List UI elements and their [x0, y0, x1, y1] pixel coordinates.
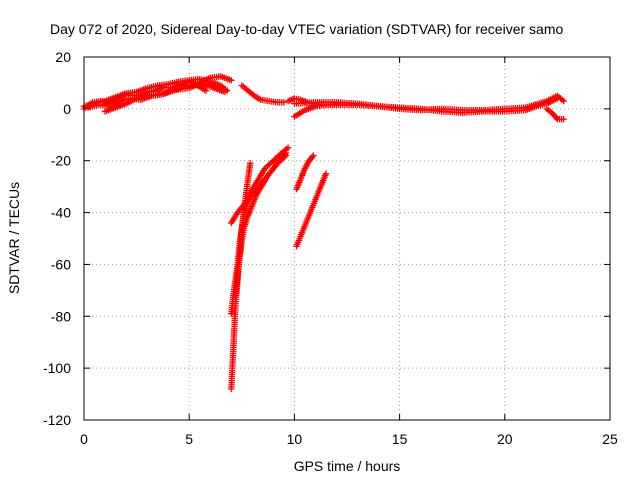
x-tick-label: 10 — [287, 431, 303, 447]
chart-title: Day 072 of 2020, Sidereal Day-to-day VTE… — [50, 21, 563, 37]
y-tick-label: -60 — [51, 256, 71, 272]
data-point — [553, 114, 560, 122]
tick-labels: 0 5 10 15 20 25 20 0 -20 -40 -60 -80 -100 -120 — [43, 49, 618, 447]
x-axis-title: GPS time / hours — [294, 458, 401, 474]
data-point — [310, 152, 317, 159]
data-point — [280, 99, 288, 106]
x-tick-label: 20 — [497, 431, 513, 447]
y-tick-label: 20 — [55, 49, 71, 65]
x-tick-label: 0 — [80, 431, 88, 447]
y-tick-label: -40 — [51, 205, 71, 221]
y-tick-label: 0 — [63, 101, 71, 117]
data-point — [560, 116, 567, 123]
x-tick-label: 15 — [392, 431, 408, 447]
data-point — [281, 151, 288, 158]
data-point — [247, 160, 254, 167]
data-point — [221, 88, 229, 96]
x-tick-label: 25 — [602, 431, 618, 447]
data-point — [322, 170, 330, 177]
data-points — [80, 73, 567, 393]
plot-frame — [83, 56, 611, 421]
y-tick-label: -80 — [51, 308, 71, 324]
data-point — [282, 149, 290, 157]
data-point — [284, 144, 292, 151]
data-point — [309, 153, 316, 161]
y-axis-title: SDTVAR / TECUs — [6, 182, 22, 294]
data-point — [560, 97, 567, 105]
y-tick-label: -20 — [51, 153, 71, 169]
x-tick-label: 5 — [185, 431, 193, 447]
y-tick-label: -100 — [43, 360, 71, 376]
data-point — [202, 87, 210, 94]
data-point — [228, 77, 235, 84]
y-tick-label: -120 — [43, 412, 71, 428]
